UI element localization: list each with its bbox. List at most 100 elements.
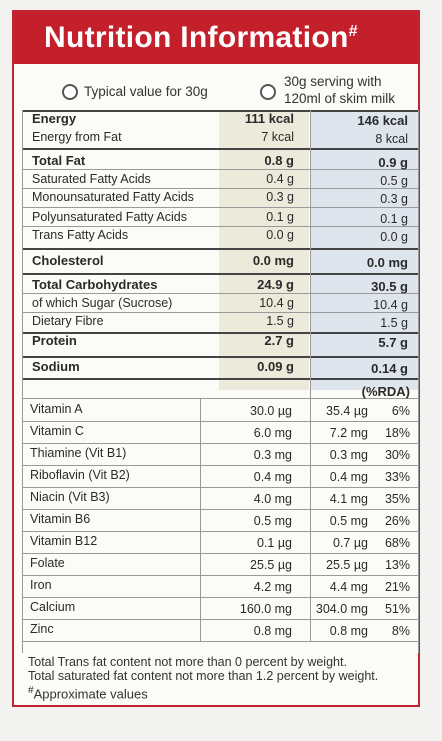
rda-header: (%RDA) bbox=[361, 384, 410, 399]
rda-percent: 51% bbox=[384, 602, 410, 616]
value-with-milk: 0.8 mg bbox=[329, 624, 368, 638]
value-typical: 25.5 µg bbox=[250, 558, 292, 572]
row-divider bbox=[22, 148, 418, 150]
row-divider bbox=[22, 169, 418, 170]
value-typical: 30.0 µg bbox=[250, 404, 292, 418]
row-divider bbox=[22, 188, 418, 189]
row-divider bbox=[22, 293, 418, 294]
row-divider bbox=[22, 619, 418, 620]
value-with-milk: 0.3 mg bbox=[329, 448, 368, 462]
value-typical: 0.1 µg bbox=[256, 536, 292, 550]
header-title: Nutrition Information bbox=[44, 21, 349, 54]
legend-serving-line1: 30g serving with bbox=[284, 74, 382, 89]
value-with-milk: 7.2 mg bbox=[329, 426, 368, 440]
nutrient-label: Sodium bbox=[32, 359, 80, 374]
value-typical: 2.7 g bbox=[264, 333, 294, 348]
nutrient-label: Energy from Fat bbox=[32, 130, 122, 144]
value-typical: 7 kcal bbox=[261, 130, 294, 144]
value-typical: 0.3 g bbox=[266, 190, 294, 204]
radio-serving-icon bbox=[260, 84, 276, 100]
value-with-milk: 0.0 mg bbox=[366, 255, 408, 270]
value-typical: 0.1 g bbox=[266, 210, 294, 224]
value-typical: 6.0 mg bbox=[253, 426, 292, 440]
row-divider bbox=[22, 110, 418, 112]
value-with-milk: 8 kcal bbox=[375, 132, 408, 146]
value-with-milk: 0.3 g bbox=[380, 192, 408, 206]
nutrient-label: Total Fat bbox=[32, 153, 86, 168]
column-divider bbox=[22, 110, 23, 653]
footnote-text: Approximate values bbox=[33, 686, 148, 702]
value-typical: 0.4 mg bbox=[253, 470, 292, 484]
column-divider bbox=[418, 110, 419, 653]
row-divider bbox=[22, 332, 418, 334]
nutrient-label: Saturated Fatty Acids bbox=[32, 172, 151, 186]
nutrition-header: Nutrition Information# bbox=[14, 12, 418, 64]
value-typical: 0.0 g bbox=[266, 228, 294, 242]
legend-typical: Typical value for 30g bbox=[84, 84, 208, 99]
rda-percent: 6% bbox=[391, 404, 410, 418]
vitamin-label: Iron bbox=[30, 578, 52, 592]
value-typical: 0.0 mg bbox=[252, 253, 294, 268]
note-line: Total saturated fat content not more tha… bbox=[28, 669, 379, 683]
nutrient-label: Cholesterol bbox=[32, 253, 104, 268]
value-typical: 4.2 mg bbox=[253, 580, 292, 594]
column-legend: Typical value for 30g 30g serving with 1… bbox=[14, 70, 418, 114]
value-typical: 0.5 mg bbox=[253, 514, 292, 528]
column-divider bbox=[310, 110, 311, 641]
value-with-milk: 304.0 mg bbox=[315, 602, 368, 616]
vitamin-label: Vitamin B12 bbox=[30, 534, 98, 548]
rda-percent: 21% bbox=[384, 580, 410, 594]
nutrient-label: Monounsaturated Fatty Acids bbox=[32, 190, 194, 204]
value-with-milk: 4.1 mg bbox=[329, 492, 368, 506]
vitamin-label: Vitamin C bbox=[30, 424, 84, 438]
value-typical: 0.4 g bbox=[266, 172, 294, 186]
nutrient-label: Energy bbox=[32, 111, 77, 126]
value-with-milk: 1.5 g bbox=[380, 316, 408, 330]
row-divider bbox=[22, 531, 418, 532]
nutrient-label: Protein bbox=[32, 333, 77, 348]
value-typical: 0.8 g bbox=[264, 153, 294, 168]
vitamin-label: Vitamin B6 bbox=[30, 512, 91, 526]
row-divider bbox=[22, 312, 418, 313]
row-divider bbox=[22, 509, 418, 510]
rda-percent: 18% bbox=[384, 426, 410, 440]
value-with-milk: 5.7 g bbox=[378, 335, 408, 350]
radio-typical-icon bbox=[62, 84, 78, 100]
rda-percent: 33% bbox=[384, 470, 410, 484]
value-with-milk: 30.5 g bbox=[371, 279, 408, 294]
row-divider bbox=[22, 273, 418, 275]
value-typical: 0.3 mg bbox=[253, 448, 292, 462]
value-with-milk: 0.7 µg bbox=[332, 536, 368, 550]
value-with-milk: 0.1 g bbox=[380, 212, 408, 226]
row-divider bbox=[22, 398, 418, 399]
vitamin-label: Folate bbox=[30, 556, 65, 570]
typical-column-shade bbox=[219, 110, 309, 390]
value-with-milk: 10.4 g bbox=[373, 298, 408, 312]
row-divider bbox=[22, 465, 418, 466]
vitamin-label: Zinc bbox=[30, 622, 54, 636]
nutrient-label: Polyunsaturated Fatty Acids bbox=[32, 210, 187, 224]
value-with-milk: 146 kcal bbox=[357, 113, 408, 128]
nutrition-panel: Nutrition Information# Typical value for… bbox=[12, 10, 420, 707]
rda-percent: 26% bbox=[384, 514, 410, 528]
vitamin-label: Calcium bbox=[30, 600, 76, 614]
value-typical: 111 kcal bbox=[244, 111, 294, 126]
row-divider bbox=[22, 207, 418, 208]
header-mark: # bbox=[348, 23, 358, 40]
vitamin-label: Thiamine (Vit B1) bbox=[30, 446, 127, 460]
row-divider bbox=[22, 356, 418, 358]
rda-percent: 13% bbox=[384, 558, 410, 572]
value-with-milk: 25.5 µg bbox=[326, 558, 368, 572]
value-with-milk: 35.4 µg bbox=[326, 404, 368, 418]
row-divider bbox=[22, 443, 418, 444]
value-with-milk: 4.4 mg bbox=[329, 580, 368, 594]
value-typical: 1.5 g bbox=[266, 314, 294, 328]
row-divider bbox=[22, 641, 418, 642]
footnote: #Approximate values bbox=[28, 685, 148, 701]
column-divider bbox=[200, 398, 201, 641]
fat-notes: Total Trans fat content not more than 0 … bbox=[28, 655, 378, 683]
row-divider bbox=[22, 597, 418, 598]
rda-percent: 68% bbox=[384, 536, 410, 550]
row-divider bbox=[22, 378, 418, 380]
nutrient-label: Trans Fatty Acids bbox=[32, 228, 129, 242]
